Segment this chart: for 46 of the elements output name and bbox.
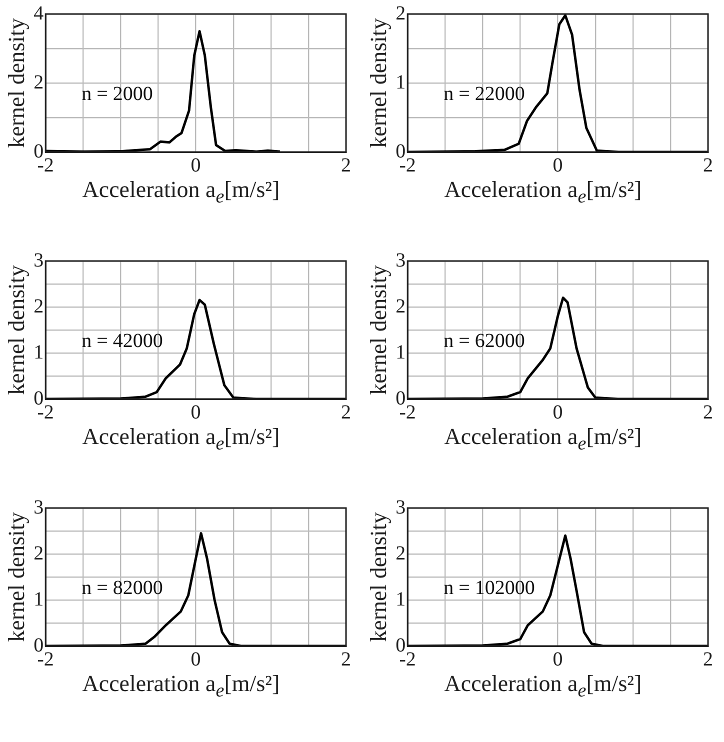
y-tick-label: 1 bbox=[396, 341, 406, 364]
x-tick-label: 2 bbox=[703, 648, 713, 670]
y-axis-title: kernel density bbox=[4, 264, 29, 395]
x-axis-title: Acceleration a$_{e}$[m/s²] bbox=[443, 177, 643, 209]
y-tick-label: 1 bbox=[396, 588, 406, 610]
y-tick-label: 3 bbox=[34, 249, 44, 272]
annotation: n = 62000 bbox=[444, 330, 525, 353]
x-axis-title: Acceleration a$_{e}$[m/s²] bbox=[81, 424, 281, 456]
y-tick-label: 2 bbox=[396, 542, 406, 564]
x-tick-label: 0 bbox=[190, 154, 201, 176]
x-tick-label: 2 bbox=[341, 401, 351, 424]
x-tick-label: 2 bbox=[341, 648, 351, 670]
x-axis-title: Acceleration a$_{e}$[m/s²] bbox=[443, 424, 643, 456]
y-tick-label: 2 bbox=[34, 295, 44, 318]
x-tick-label: 2 bbox=[703, 401, 713, 424]
annotation: n = 2000 bbox=[82, 83, 153, 106]
annotation: n = 82000 bbox=[82, 577, 163, 600]
y-axis-title: kernel density bbox=[4, 512, 29, 642]
x-tick-label: 2 bbox=[703, 154, 713, 176]
annotation: n = 22000 bbox=[444, 83, 525, 106]
x-axis-title: Acceleration a$_{e}$[m/s²] bbox=[81, 671, 281, 703]
y-tick-label: 3 bbox=[396, 496, 406, 518]
x-tick-label: 2 bbox=[341, 154, 351, 176]
x-tick-label: 0 bbox=[190, 648, 201, 670]
x-axis-title: Acceleration a$_{e}$[m/s²] bbox=[81, 177, 281, 209]
y-tick-label: 1 bbox=[396, 71, 406, 94]
y-tick-label: 3 bbox=[34, 496, 44, 518]
y-tick-label: 2 bbox=[34, 71, 44, 94]
x-tick-label: 0 bbox=[552, 401, 563, 424]
y-tick-label: 2 bbox=[396, 295, 406, 318]
x-tick-label: 0 bbox=[552, 154, 563, 176]
annotation: n = 42000 bbox=[82, 330, 163, 353]
y-axis-title: kernel density bbox=[4, 18, 29, 148]
x-axis-title: Acceleration a$_{e}$[m/s²] bbox=[443, 671, 643, 703]
y-axis-title: kernel density bbox=[366, 264, 391, 395]
x-tick-label: 0 bbox=[552, 648, 563, 670]
y-tick-label: 3 bbox=[396, 249, 406, 272]
x-tick-label: 0 bbox=[190, 401, 201, 424]
y-tick-label: 4 bbox=[34, 2, 44, 24]
y-tick-label: 2 bbox=[396, 2, 406, 24]
y-tick-label: 2 bbox=[34, 542, 44, 564]
annotation: n = 102000 bbox=[444, 577, 535, 600]
y-axis-title: kernel density bbox=[366, 18, 391, 148]
y-axis-title: kernel density bbox=[366, 512, 391, 642]
y-tick-label: 1 bbox=[34, 341, 44, 364]
y-tick-label: 1 bbox=[34, 588, 44, 610]
